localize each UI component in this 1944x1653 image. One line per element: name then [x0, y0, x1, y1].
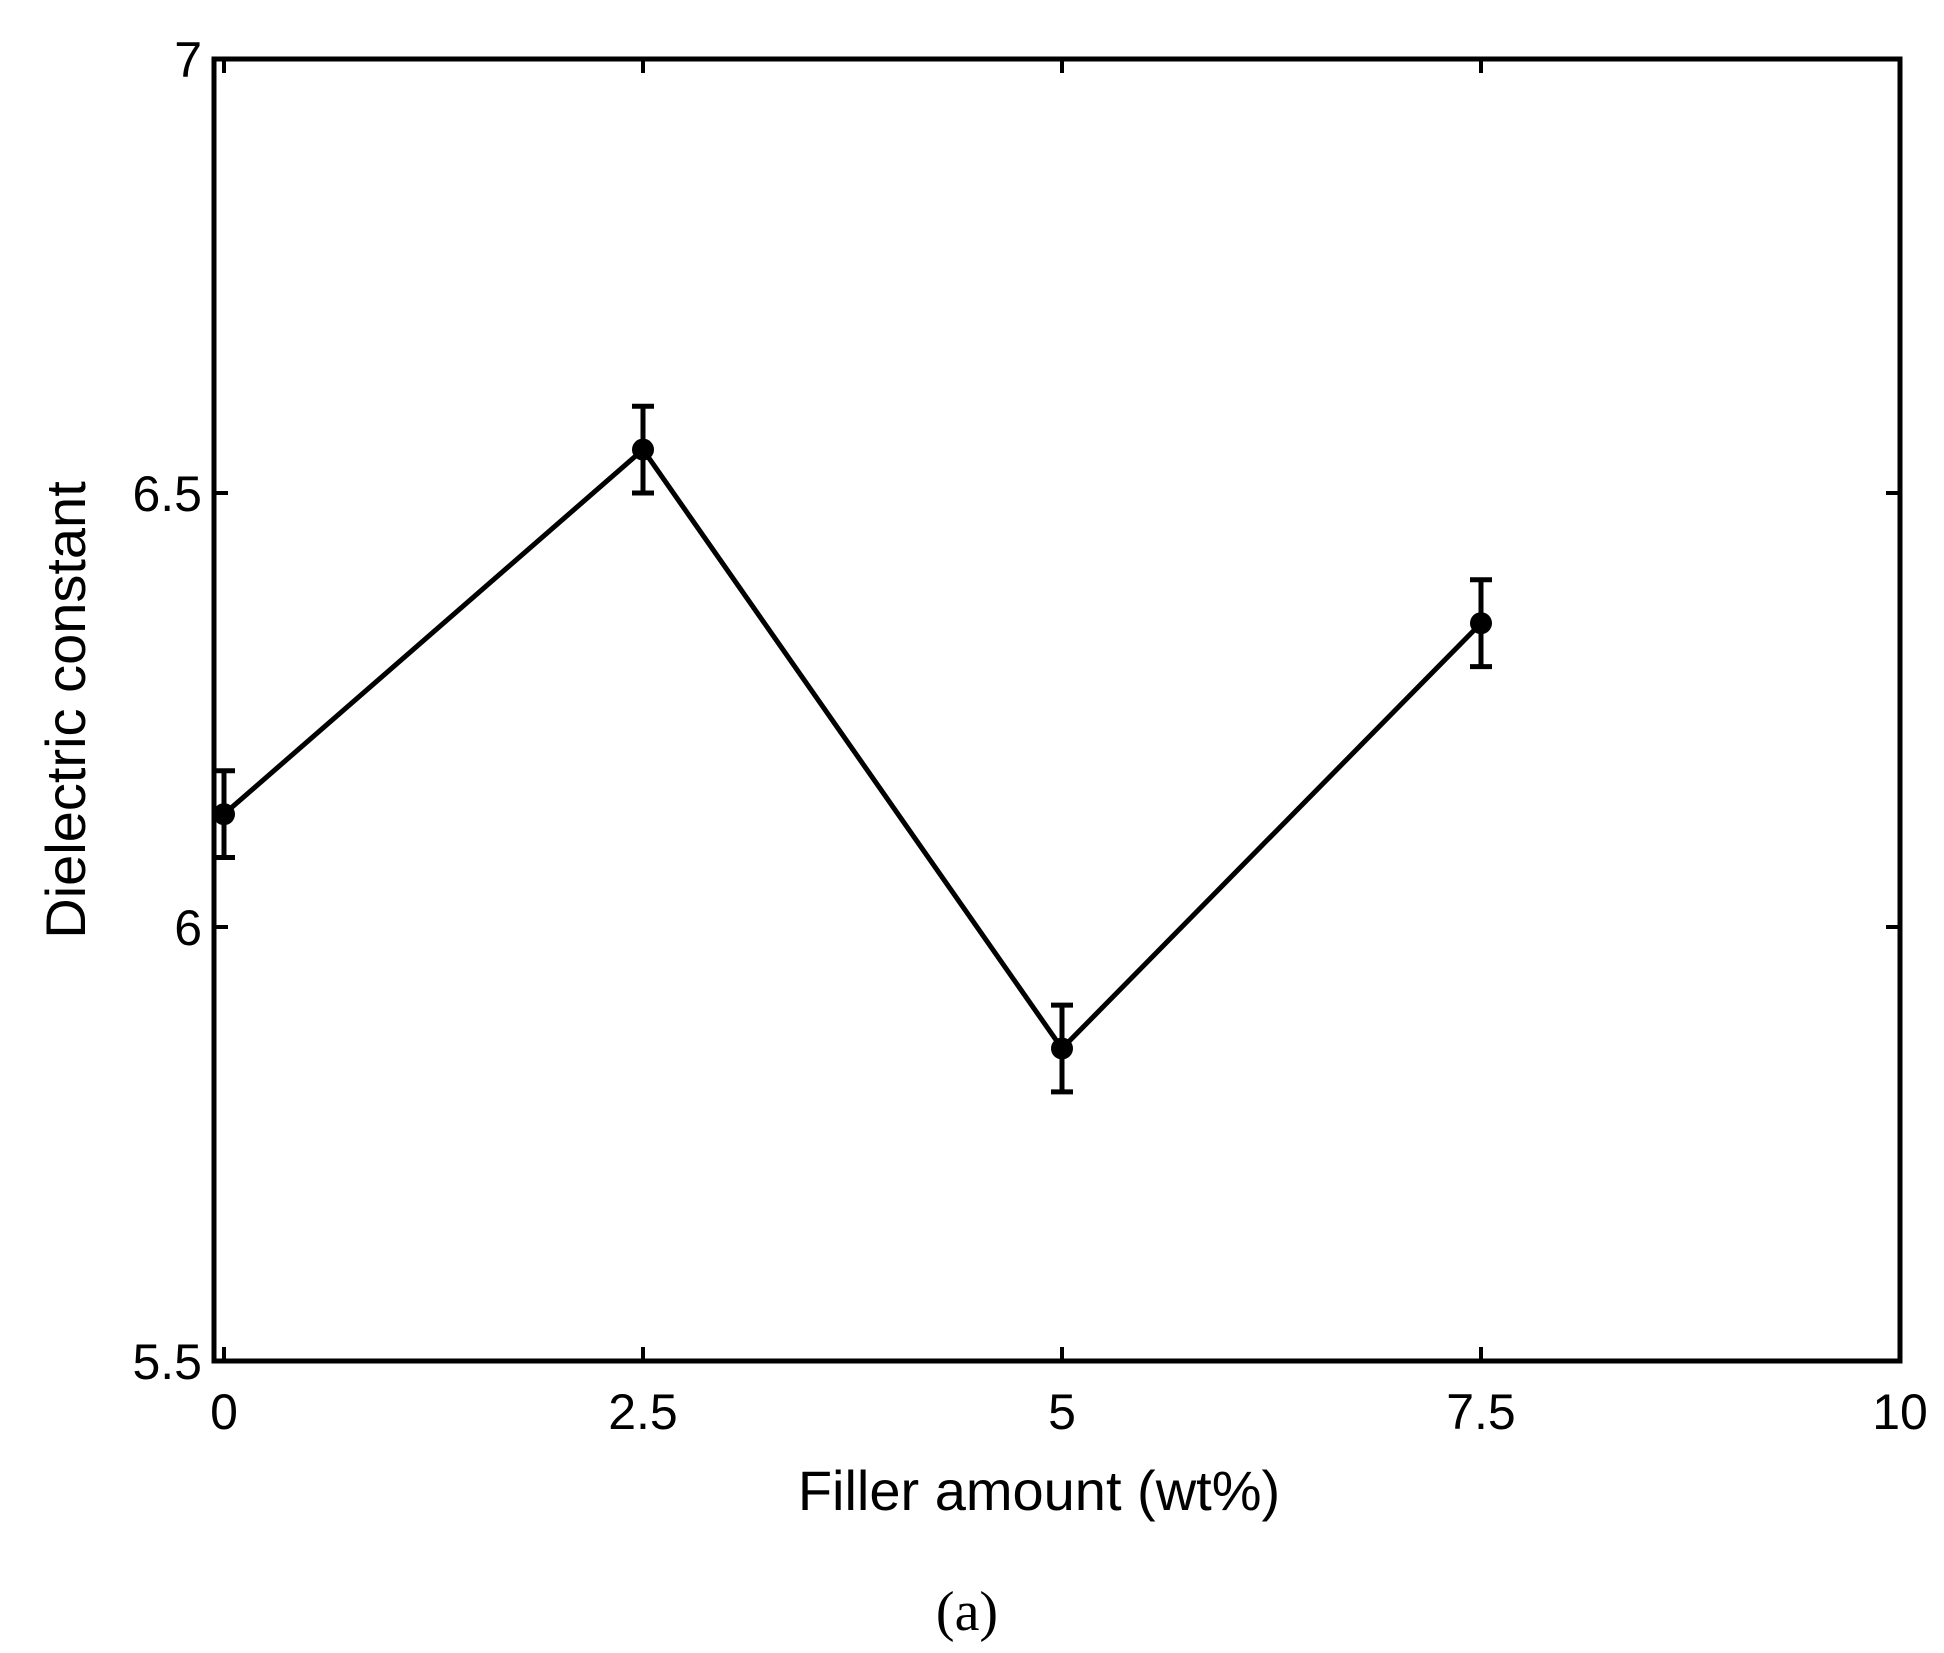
data-point	[632, 438, 654, 461]
data-point	[1051, 1037, 1073, 1060]
x-axis-title: Filler amount (wt%)	[798, 1459, 1280, 1522]
series-line	[222, 445, 1483, 1053]
plot-layer	[213, 403, 1492, 1095]
x-tick-label: 5	[1048, 1384, 1076, 1440]
y-tick-label: 7	[174, 32, 202, 88]
x-tick-label: 7.5	[1446, 1384, 1516, 1440]
y-tick-label: 6	[174, 900, 202, 956]
data-point	[1470, 612, 1492, 635]
x-tick-label: 10	[1872, 1384, 1928, 1440]
y-tick-label: 5.5	[132, 1334, 202, 1390]
panel-label: (a)	[936, 1581, 998, 1643]
data-point	[213, 803, 235, 826]
ticks-layer: 0 2.5 5 7.5 10 5.5 6 6.5 7	[132, 32, 1927, 1440]
x-tick-label: 2.5	[608, 1384, 678, 1440]
plot-frame	[211, 56, 1903, 1364]
x-tick-label: 0	[210, 1384, 238, 1440]
y-tick-label: 6.5	[132, 466, 202, 522]
y-axis-title: Dielectric constant	[34, 481, 97, 939]
